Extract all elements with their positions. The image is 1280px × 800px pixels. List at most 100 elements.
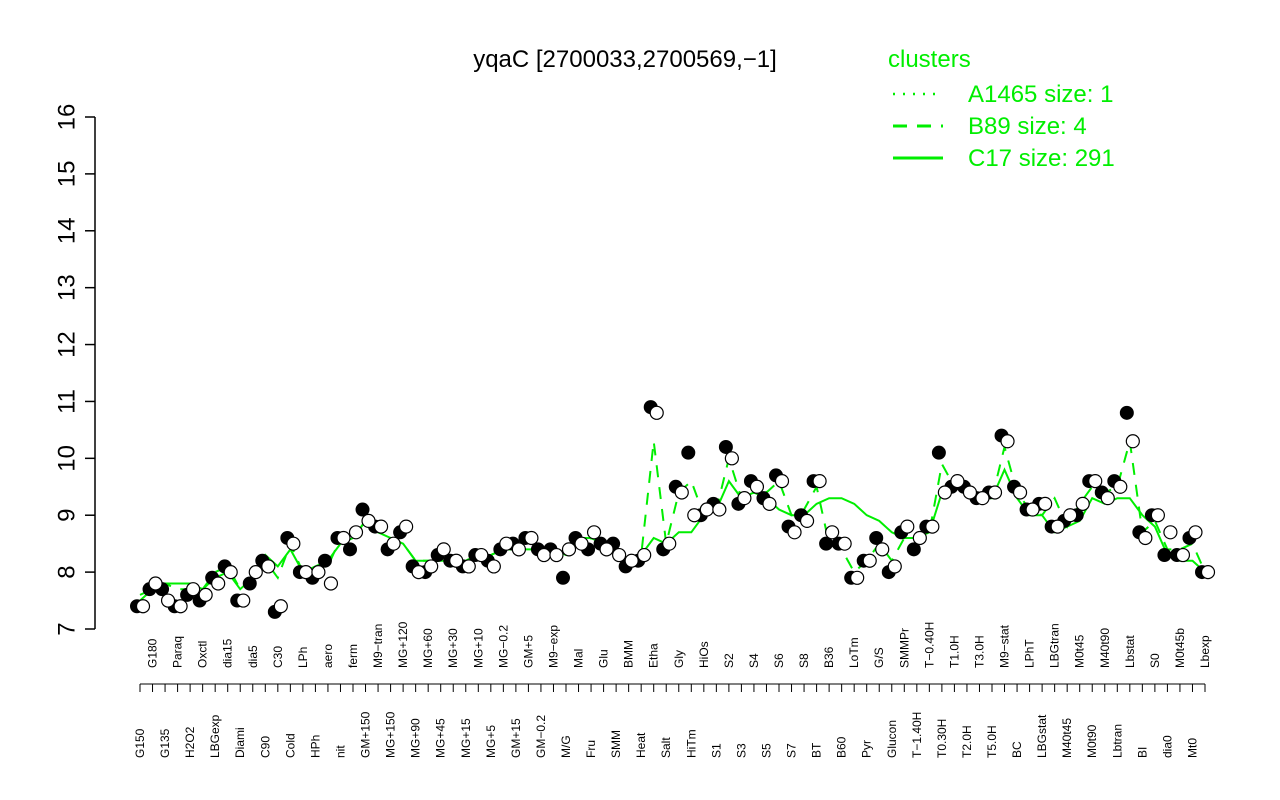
- x-tick-label: M40t90: [1098, 628, 1112, 668]
- data-point-open: [737, 491, 752, 506]
- data-point-open: [273, 599, 288, 614]
- legend-title: clusters: [888, 46, 971, 73]
- data-point-open: [812, 473, 827, 489]
- data-point-open: [1025, 502, 1040, 517]
- x-tick-label: G/S: [872, 647, 886, 668]
- data-point-open: [787, 525, 802, 540]
- data-point-open: [950, 473, 965, 489]
- x-tick-label: T5.0H: [985, 725, 999, 758]
- x-tick-label: MG+90: [409, 718, 423, 758]
- x-tick-label: Mt0: [1185, 738, 1199, 758]
- x-tick-label: Etha: [647, 643, 661, 668]
- x-tick-label: C30: [271, 646, 285, 668]
- x-tick-label: dia15: [221, 638, 235, 668]
- x-tick-label: MG+120: [396, 621, 410, 668]
- data-point-filled: [556, 570, 570, 585]
- x-tick-label: S8: [797, 653, 811, 668]
- data-point-open: [937, 485, 952, 500]
- data-point-open: [386, 536, 401, 551]
- x-tick-label: Gly: [672, 650, 686, 668]
- x-tick-label: MG+10: [471, 628, 485, 668]
- x-tick-label: Pyr: [860, 740, 874, 758]
- data-point-open: [336, 530, 351, 546]
- data-point-open: [524, 530, 539, 546]
- data-point-open: [486, 559, 501, 574]
- x-tick-label: Paraq: [171, 636, 185, 668]
- data-point-open: [198, 587, 213, 602]
- y-tick-label: 9: [53, 509, 80, 522]
- x-tick-label: ferm: [346, 644, 360, 668]
- data-point-open: [712, 502, 727, 517]
- x-tick-label: T−0.40H: [922, 622, 936, 668]
- x-tick-label: HPh: [308, 735, 322, 758]
- data-point-open: [612, 547, 627, 563]
- x-tick-label: S4: [747, 653, 761, 668]
- data-point-open: [286, 536, 301, 551]
- x-tick-label: B36: [822, 646, 836, 668]
- x-tick-label: GM−0.2: [534, 715, 548, 758]
- data-point-open: [399, 519, 414, 534]
- data-point-open: [261, 559, 276, 574]
- x-tick-label: M40t45: [1060, 718, 1074, 758]
- data-point-open: [223, 565, 238, 580]
- data-point-open: [511, 542, 526, 557]
- data-point-open: [311, 565, 326, 580]
- x-tick-label: MG+150: [384, 711, 398, 758]
- data-point-filled: [355, 502, 370, 517]
- data-point-open: [373, 519, 389, 534]
- data-point-open: [1175, 547, 1191, 563]
- data-point-open: [586, 525, 602, 540]
- data-point-open: [975, 491, 990, 506]
- x-tick-label: S0: [1148, 653, 1162, 668]
- x-tick-label: Glucon: [885, 720, 899, 758]
- x-tick-label: nit: [333, 745, 347, 758]
- data-point-open: [875, 542, 890, 557]
- x-tick-label: HiOs: [697, 641, 711, 668]
- x-tick-label: S3: [734, 743, 748, 758]
- y-tick-label: 10: [53, 445, 80, 472]
- data-point-open: [499, 536, 514, 551]
- data-point-open: [624, 553, 639, 568]
- plot-area: [130, 400, 1216, 619]
- data-point-filled: [906, 542, 921, 557]
- data-point-open: [599, 542, 614, 557]
- data-point-open: [987, 485, 1003, 500]
- data-point-open: [298, 565, 313, 580]
- legend-entry-a1465: A1465 size: 1: [968, 81, 1113, 108]
- x-tick-label: S2: [722, 653, 736, 668]
- x-tick-label: MG+30: [446, 628, 460, 668]
- data-point-filled: [1119, 405, 1134, 420]
- y-tick-label: 14: [53, 217, 80, 244]
- data-point-open: [1188, 525, 1203, 540]
- data-point-open: [211, 576, 226, 591]
- data-point-open: [962, 485, 978, 500]
- x-tick-label: Oxctl: [196, 641, 210, 668]
- data-point-open: [1138, 530, 1153, 546]
- data-point-open: [699, 502, 714, 517]
- data-point-filled: [681, 445, 696, 460]
- x-tick-label: MG+60: [421, 628, 435, 668]
- data-point-open: [649, 405, 664, 420]
- x-tick-label: Lbstat: [1123, 635, 1137, 668]
- y-tick-label: 11: [53, 389, 80, 414]
- x-tick-label: dia0: [1160, 735, 1174, 758]
- data-point-open: [561, 542, 577, 557]
- x-tick-label: LBGstat: [1035, 714, 1049, 758]
- data-point-filled: [343, 542, 357, 557]
- y-tick-label: 12: [53, 331, 80, 358]
- data-point-open: [837, 536, 852, 551]
- x-axis: G150 G180 G135 Paraq H2O2 Oxctl LBGexp dia15 Dia…: [133, 621, 1212, 758]
- data-point-open: [799, 513, 815, 529]
- data-point-open: [1200, 565, 1216, 580]
- x-tick-label: SMM: [609, 730, 623, 758]
- data-point-open: [411, 565, 426, 580]
- legend-entry-b89: B89 size: 4: [968, 113, 1087, 140]
- data-point-filled: [931, 445, 946, 460]
- x-tick-label: B60: [835, 736, 849, 758]
- x-tick-label: M9−exp: [546, 625, 560, 668]
- x-tick-label: T1.0H: [947, 635, 961, 668]
- y-tick-label: 8: [53, 565, 80, 578]
- data-point-open: [637, 547, 652, 563]
- data-point-open: [850, 570, 865, 585]
